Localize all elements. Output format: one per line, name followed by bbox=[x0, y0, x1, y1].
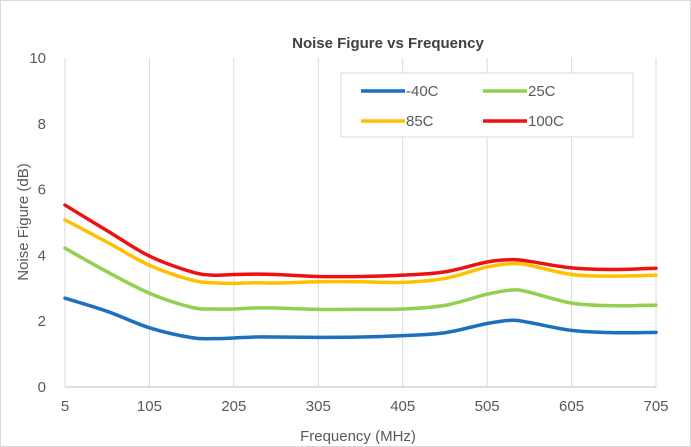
y-tick-label: 0 bbox=[38, 379, 46, 396]
legend: -40C 25C 85C 100C bbox=[340, 72, 634, 138]
x-tick-label: 405 bbox=[390, 398, 415, 415]
x-tick-label: 305 bbox=[306, 398, 331, 415]
series-line-100C bbox=[63, 203, 658, 279]
x-tick-label: 705 bbox=[643, 398, 668, 415]
y-tick-label: 6 bbox=[38, 182, 46, 199]
legend-box bbox=[340, 72, 634, 138]
y-tick-label: 8 bbox=[38, 116, 46, 133]
series-line--40C bbox=[63, 296, 658, 341]
y-tick-labels: 0 2 4 6 8 10 bbox=[29, 50, 46, 396]
y-tick-label: 2 bbox=[38, 313, 46, 330]
x-axis-title: Frequency (MHz) bbox=[300, 428, 416, 445]
series-line-25C bbox=[63, 246, 658, 312]
y-tick-label: 10 bbox=[29, 50, 46, 67]
x-tick-label: 505 bbox=[475, 398, 500, 415]
x-tick-label: 105 bbox=[137, 398, 162, 415]
x-tick-label: 5 bbox=[61, 398, 69, 415]
x-tick-labels: 5 105 205 305 405 505 605 705 bbox=[61, 398, 669, 415]
legend-label-25C: 25C bbox=[528, 83, 556, 100]
legend-label-100C: 100C bbox=[528, 113, 564, 130]
series-lines bbox=[63, 203, 658, 341]
x-tick-label: 205 bbox=[221, 398, 246, 415]
legend-label-85C: 85C bbox=[406, 113, 434, 130]
y-axis-title: Noise Figure (dB) bbox=[15, 163, 32, 281]
series-line-85C bbox=[63, 218, 658, 286]
legend-label--40C: -40C bbox=[406, 83, 439, 100]
x-tick-label: 605 bbox=[559, 398, 584, 415]
y-tick-label: 4 bbox=[38, 247, 46, 264]
chart-title: Noise Figure vs Frequency bbox=[292, 35, 484, 52]
